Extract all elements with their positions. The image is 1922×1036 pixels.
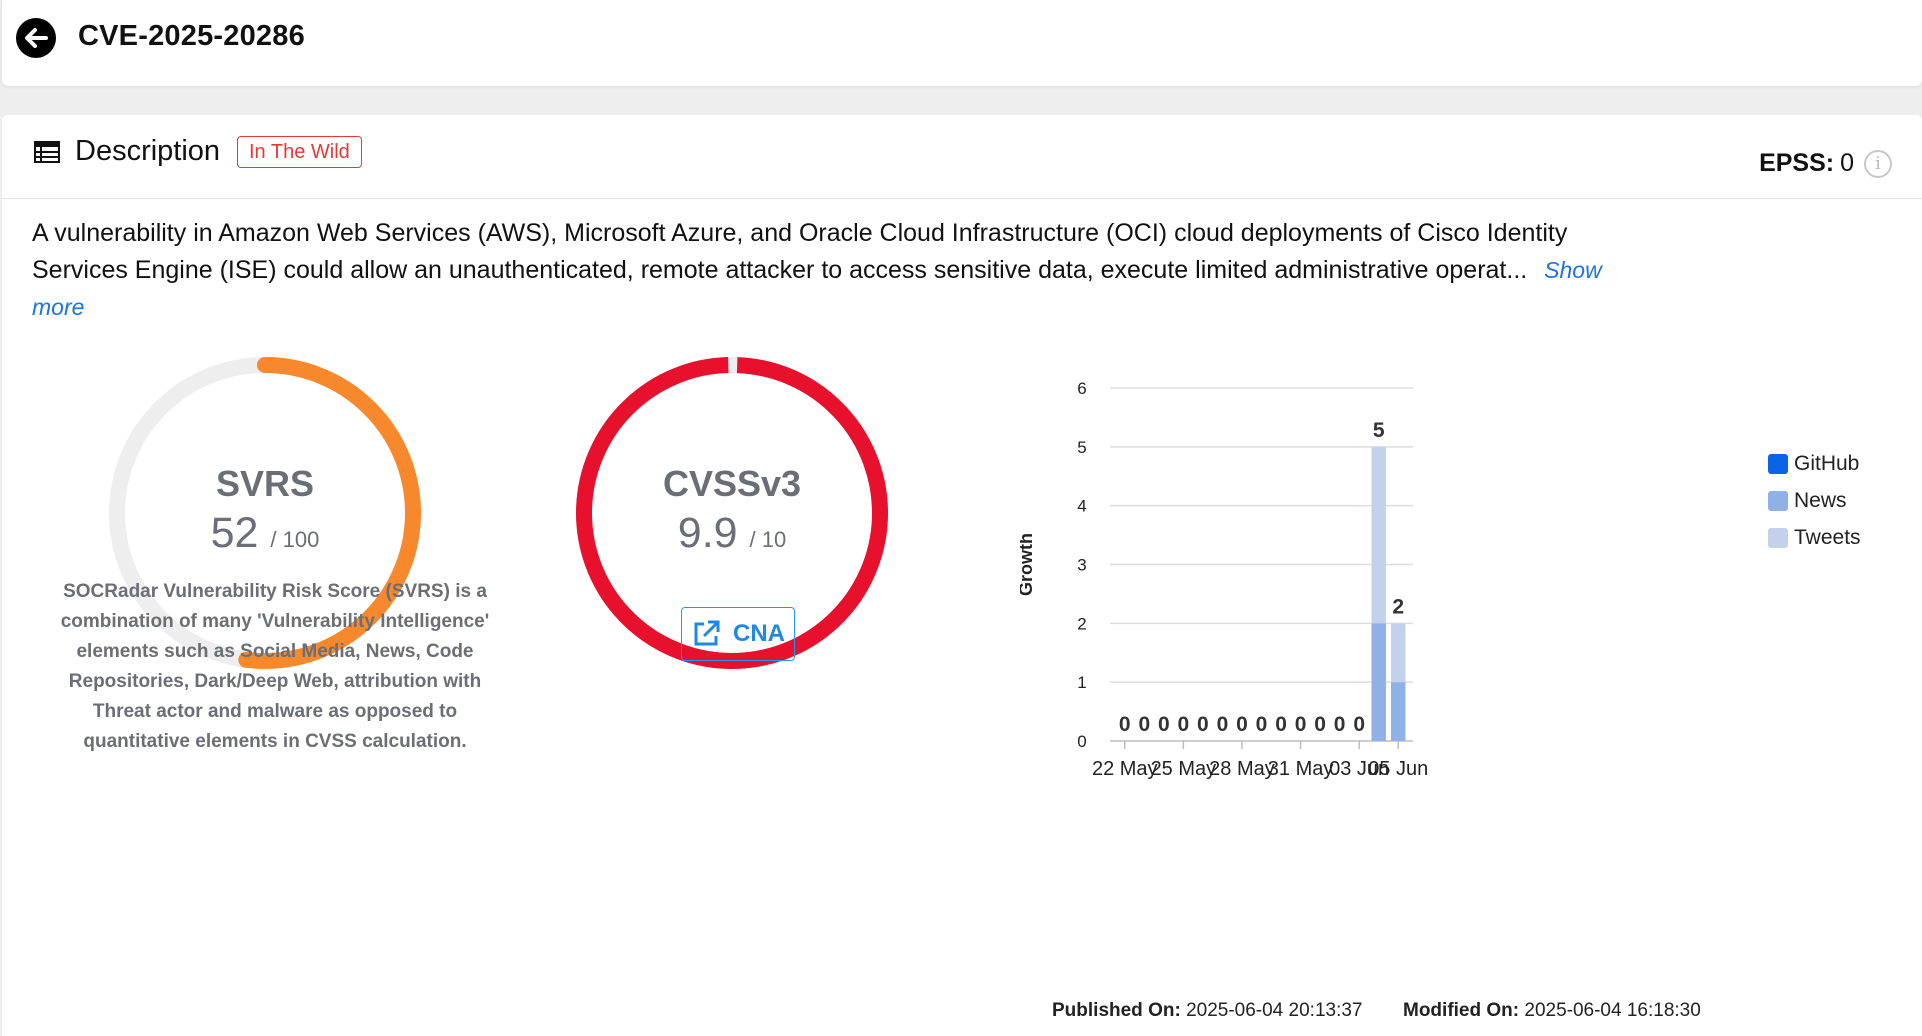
svrs-arc — [109, 357, 421, 669]
data-label: 0 — [1334, 713, 1346, 736]
published-on: Published On: 2025-06-04 20:13:37 — [1052, 1000, 1363, 1022]
cna-button[interactable]: CNA — [681, 607, 795, 661]
svrs-description: SOCRadar Vulnerability Risk Score (SVRS)… — [60, 581, 490, 752]
svrs-score: 52 — [210, 509, 259, 557]
data-label: 0 — [1236, 713, 1248, 736]
data-label: 0 — [1119, 713, 1131, 736]
modified-on: Modified On: 2025-06-04 16:18:30 — [1403, 1000, 1701, 1022]
legend-item[interactable]: News — [1768, 482, 1861, 519]
legend-label: Tweets — [1794, 525, 1861, 549]
data-label: 0 — [1138, 713, 1150, 736]
y-tick-label: 3 — [1077, 556, 1086, 575]
y-tick-label: 6 — [1077, 379, 1086, 398]
top-bar: CVE-2025-20286 — [2, 0, 1922, 86]
modified-value: 2025-06-04 16:18:30 — [1524, 1000, 1701, 1021]
svrs-max: / 100 — [270, 527, 320, 552]
data-label: 0 — [1256, 713, 1268, 736]
y-tick-label: 2 — [1077, 614, 1086, 633]
published-label: Published On: — [1052, 1000, 1181, 1021]
cvss-value: 9.9 / 10 — [576, 509, 888, 558]
data-label: 0 — [1314, 713, 1326, 736]
y-tick-label: 1 — [1077, 673, 1086, 692]
data-label: 0 — [1178, 713, 1190, 736]
epss-value: 0 — [1840, 149, 1854, 177]
x-tick-label: 05 Jun — [1368, 758, 1428, 780]
svrs-label: SVRS — [215, 463, 315, 504]
info-icon[interactable] — [1864, 149, 1892, 178]
legend-label: GitHub — [1794, 451, 1860, 475]
data-label: 0 — [1353, 713, 1365, 736]
cvss-label: CVSSv3 — [662, 463, 802, 504]
x-tick-label: 25 May — [1151, 758, 1217, 780]
description-text: A vulnerability in Amazon Web Services (… — [32, 215, 1632, 326]
legend-item[interactable]: Tweets — [1768, 519, 1861, 556]
bar-segment — [1371, 623, 1386, 741]
svrs-value: 52 / 100 — [109, 509, 421, 558]
y-tick-label: 4 — [1077, 497, 1086, 516]
bar-segment — [1391, 682, 1406, 741]
description-card: Description In The Wild EPSS: 0 A vulner… — [2, 115, 1922, 1036]
card-header: Description In The Wild EPSS: 0 — [2, 115, 1922, 199]
cvss-max: / 10 — [749, 527, 787, 552]
cna-label: CNA — [733, 620, 785, 647]
table-list-icon — [34, 141, 60, 163]
x-tick-label: 31 May — [1268, 758, 1334, 780]
in-the-wild-badge: In The Wild — [237, 136, 362, 168]
legend-label: News — [1794, 488, 1847, 512]
description-body: A vulnerability in Amazon Web Services (… — [32, 219, 1568, 284]
data-label: 0 — [1217, 713, 1229, 736]
data-label: 0 — [1295, 713, 1307, 736]
chart-legend: GitHub News Tweets — [1768, 445, 1861, 556]
modified-label: Modified On: — [1403, 1000, 1520, 1021]
y-tick-label: 5 — [1077, 438, 1086, 457]
show-more-link[interactable]: Show more — [32, 257, 1602, 320]
x-tick-label: 28 May — [1209, 758, 1275, 780]
epss-score: EPSS: 0 — [1759, 149, 1892, 178]
bar-segment — [1371, 446, 1386, 624]
section-title: Description — [75, 135, 221, 167]
svrs-ring — [109, 357, 421, 669]
x-tick-label: 03 Jun — [1329, 758, 1389, 780]
data-label: 0 — [1197, 713, 1209, 736]
data-label: 5 — [1373, 419, 1385, 442]
data-label: 0 — [1275, 713, 1287, 736]
epss-label: EPSS: — [1759, 149, 1835, 177]
x-tick-label: 22 May — [1092, 758, 1158, 780]
y-axis-label: Growth — [1020, 533, 1036, 596]
svrs-gauge: SVRS 52 / 100 — [109, 357, 421, 669]
bar-segment — [1391, 623, 1406, 683]
cvss-score: 9.9 — [677, 509, 738, 557]
y-tick-label: 0 — [1077, 732, 1086, 751]
published-value: 2025-06-04 20:13:37 — [1186, 1000, 1363, 1021]
back-button[interactable] — [16, 18, 56, 58]
arrow-left-icon — [25, 28, 48, 48]
legend-swatch — [1768, 453, 1788, 474]
legend-swatch — [1768, 490, 1788, 511]
data-label: 0 — [1158, 713, 1170, 736]
legend-swatch — [1768, 527, 1788, 548]
external-link-icon — [694, 620, 720, 646]
data-label: 2 — [1392, 595, 1404, 618]
legend-item[interactable]: GitHub — [1768, 445, 1861, 482]
page-title: CVE-2025-20286 — [78, 20, 305, 52]
